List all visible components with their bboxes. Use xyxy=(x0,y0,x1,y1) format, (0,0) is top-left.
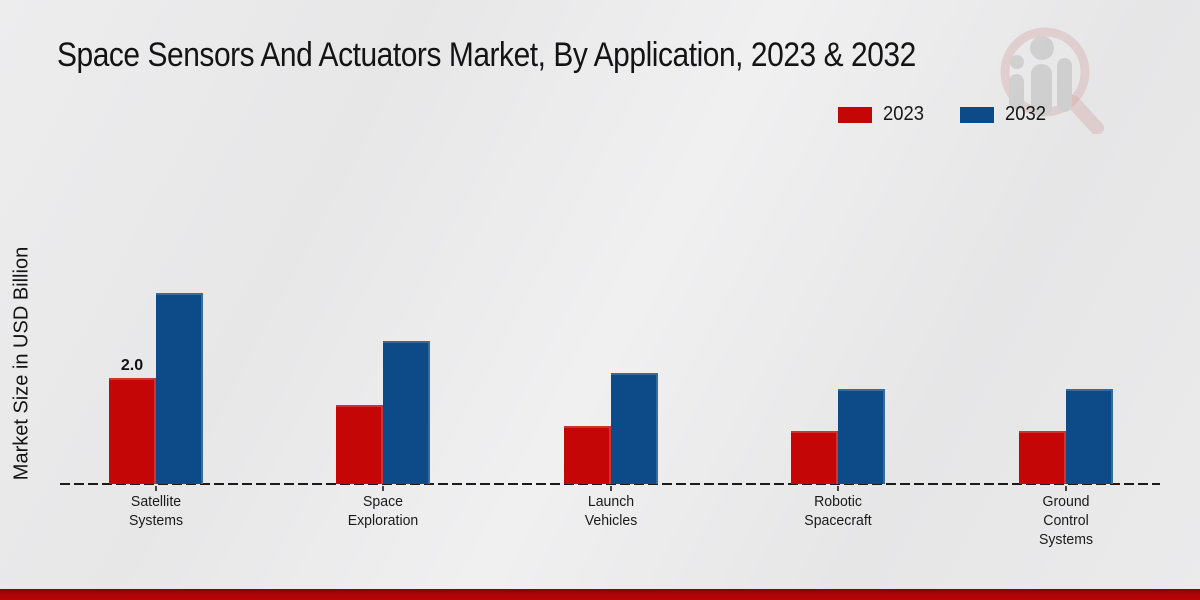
x-axis-tick xyxy=(609,486,612,491)
bar-2023-space-exploration xyxy=(336,404,383,484)
x-axis-tick xyxy=(154,486,157,491)
bar-2023-ground-control-systems xyxy=(1018,431,1066,484)
legend-item-2032: 2032 xyxy=(959,103,1050,126)
category-label-robotic-spacecraft: Robotic Spacecraft xyxy=(804,493,872,529)
legend-item-2023: 2023 xyxy=(838,103,928,126)
legend-label-2032: 2032 xyxy=(1004,103,1046,125)
footer-accent-bar xyxy=(0,589,1200,600)
bar-2023-robotic-spacecraft xyxy=(791,431,838,484)
magnifier-logo-icon xyxy=(1000,27,1104,134)
bar-2032-space-exploration xyxy=(383,340,430,484)
category-label-satellite-systems: Satellite Systems xyxy=(128,493,183,529)
bar-2032-satellite-systems xyxy=(155,293,203,484)
bar-2023-launch-vehicles xyxy=(563,425,611,484)
legend-label-2023: 2023 xyxy=(883,103,924,125)
bar-2032-ground-control-systems xyxy=(1065,388,1113,484)
value-label: 2.0 xyxy=(120,357,144,374)
legend: 2023 2032 xyxy=(838,103,1049,126)
x-axis-tick xyxy=(1064,486,1067,491)
category-label-ground-control-systems: Ground Control Systems xyxy=(1038,493,1093,548)
bar-2023-satellite-systems xyxy=(108,378,156,484)
x-axis-tick xyxy=(837,486,839,491)
chart-title: Space Sensors And Actuators Market, By A… xyxy=(57,36,916,74)
bar-2032-launch-vehicles xyxy=(610,372,658,484)
legend-swatch-2032-icon xyxy=(959,106,994,123)
x-axis-baseline xyxy=(60,483,1160,485)
legend-swatch-2023-icon xyxy=(838,106,872,123)
category-label-space-exploration: Space Exploration xyxy=(347,493,419,529)
x-axis-tick xyxy=(382,486,384,491)
bar-2032-robotic-spacecraft xyxy=(838,388,885,484)
category-label-launch-vehicles: Launch Vehicles xyxy=(584,493,637,529)
